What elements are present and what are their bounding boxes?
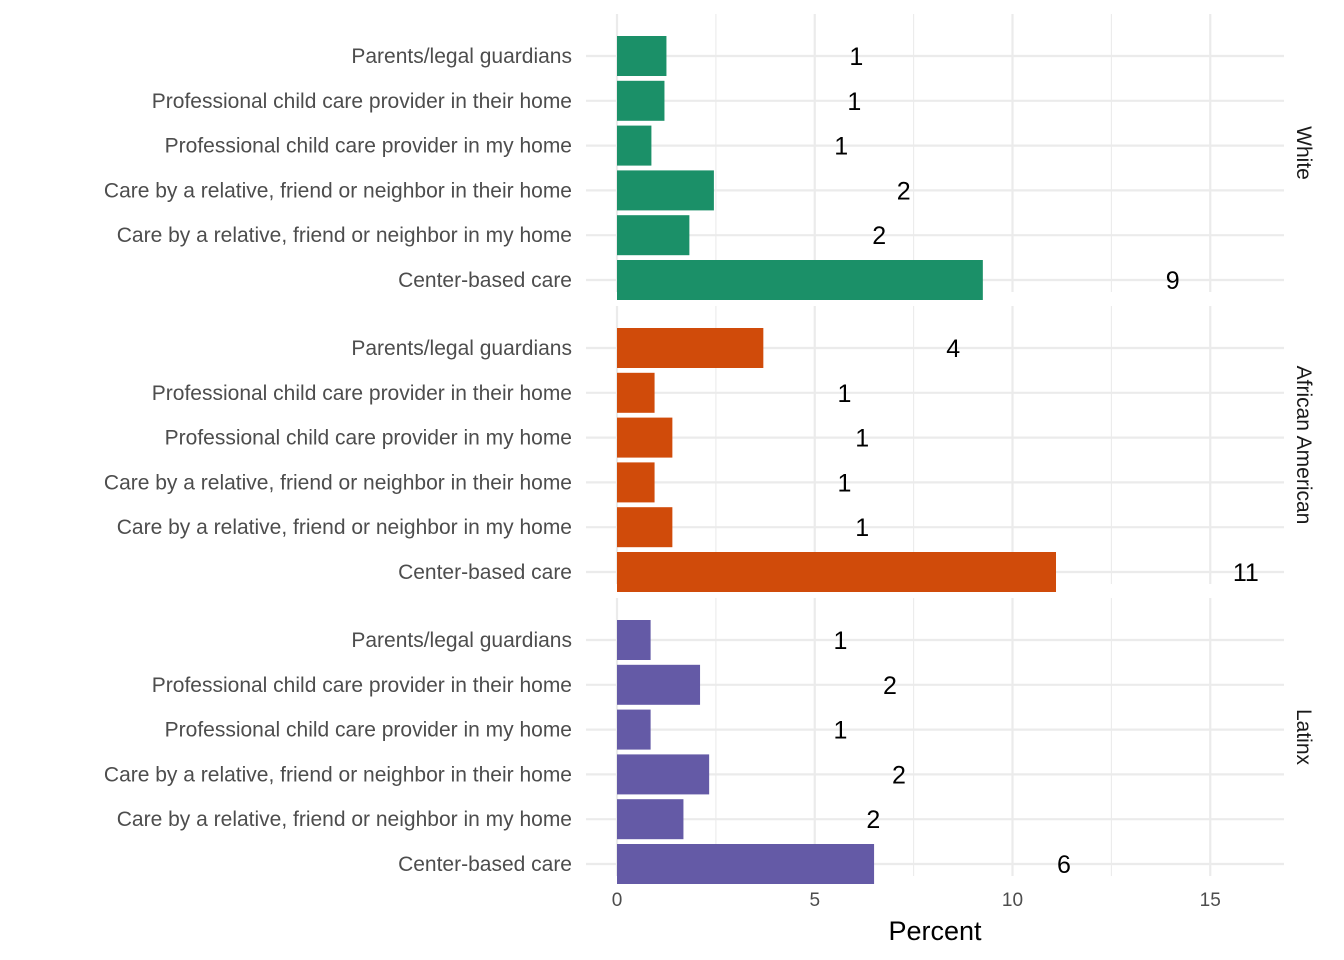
- bar: [617, 260, 983, 300]
- bar-value-label: 1: [834, 717, 848, 745]
- category-label: Professional child care provider in my h…: [165, 719, 572, 742]
- bar-value-label: 1: [855, 514, 869, 542]
- category-label: Professional child care provider in my h…: [165, 135, 572, 158]
- bar-value-label: 2: [872, 222, 886, 250]
- category-label: Parents/legal guardians: [351, 45, 572, 68]
- bar-value-label: 1: [849, 43, 863, 71]
- facet-label: African American: [1292, 366, 1315, 525]
- category-label: Center-based care: [398, 561, 572, 584]
- category-label: Care by a relative, friend or neighbor i…: [117, 808, 572, 831]
- bar-value-label: 1: [834, 133, 848, 161]
- bar: [617, 80, 665, 121]
- bar-value-label: 9: [1166, 267, 1180, 295]
- bar: [617, 417, 673, 458]
- bar: [617, 462, 655, 503]
- bar-value-label: 1: [834, 627, 848, 655]
- bar-value-label: 1: [847, 88, 861, 116]
- bar-value-label: 1: [837, 380, 851, 408]
- bars: [617, 36, 1057, 884]
- bar: [617, 552, 1057, 592]
- bar-value-label: 2: [897, 177, 911, 205]
- bar: [617, 664, 701, 705]
- bar: [617, 620, 651, 660]
- bar-value-label: 2: [883, 672, 897, 700]
- category-label: Professional child care provider in thei…: [152, 90, 572, 113]
- bar: [617, 709, 651, 750]
- bar: [617, 372, 655, 413]
- x-tick-label: 0: [612, 890, 623, 911]
- bar: [617, 215, 690, 256]
- x-axis-title: Percent: [888, 916, 982, 946]
- category-label: Care by a relative, friend or neighbor i…: [104, 179, 572, 202]
- category-label: Center-based care: [398, 269, 572, 292]
- category-label: Care by a relative, friend or neighbor i…: [117, 224, 572, 247]
- bar-value-label: 1: [837, 469, 851, 497]
- category-label: Care by a relative, friend or neighbor i…: [104, 471, 572, 494]
- bar: [617, 36, 667, 76]
- gridlines: [586, 14, 1284, 876]
- bar: [617, 507, 673, 548]
- bar-value-label: 2: [892, 761, 906, 789]
- category-labels: Parents/legal guardians Professional chil…: [104, 45, 572, 876]
- category-label: Professional child care provider in my h…: [165, 427, 572, 450]
- category-label: Parents/legal guardians: [351, 629, 572, 652]
- x-tick-label: 10: [1002, 890, 1023, 911]
- x-tick-label: 5: [809, 890, 820, 911]
- facet-label: Latinx: [1292, 709, 1315, 766]
- x-axis-ticks: 0 5 10 15: [612, 890, 1221, 911]
- x-tick-label: 15: [1200, 890, 1221, 911]
- bar-value-label: 11: [1233, 559, 1259, 587]
- category-label: Professional child care provider in thei…: [152, 382, 572, 405]
- bar: [617, 844, 875, 884]
- facet-label: White: [1292, 126, 1315, 180]
- category-label: Parents/legal guardians: [351, 337, 572, 360]
- category-label: Care by a relative, friend or neighbor i…: [117, 516, 572, 539]
- category-label: Professional child care provider in thei…: [152, 674, 572, 697]
- bar: [617, 799, 684, 840]
- bar-value-label: 2: [866, 806, 880, 834]
- facet-strip-labels: White African American Latinx: [1292, 126, 1315, 765]
- bar: [617, 125, 652, 166]
- bar: [617, 754, 710, 795]
- category-label: Center-based care: [398, 853, 572, 876]
- bar-value-label: 6: [1057, 851, 1071, 879]
- bar: [617, 328, 764, 368]
- category-label: Care by a relative, friend or neighbor i…: [104, 763, 572, 786]
- bar-value-label: 4: [946, 335, 960, 363]
- bar-value-label: 1: [855, 425, 869, 453]
- bar: [617, 170, 714, 211]
